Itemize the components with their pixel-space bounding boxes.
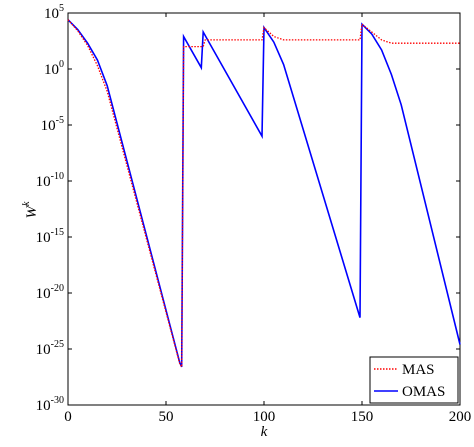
series-line <box>67 19 460 370</box>
series-line <box>67 19 461 368</box>
x-tick-label: 100 <box>253 409 276 425</box>
y-tick-label: 10-5 <box>41 115 64 134</box>
x-axis-label: k <box>261 424 268 440</box>
plot-area <box>67 12 461 406</box>
y-tick-label: 10-30 <box>36 395 64 414</box>
y-tick-label: 10-10 <box>36 171 64 190</box>
legend-box <box>369 356 459 404</box>
x-tick-label: 200 <box>449 409 472 425</box>
y-axis-label: Wk <box>21 201 40 219</box>
y-tick-label: 10-20 <box>36 283 64 302</box>
legend-label: OMAS <box>402 384 445 400</box>
y-tick-label: 10-25 <box>36 339 64 358</box>
legend-label: MAS <box>402 362 435 378</box>
x-tick-label: 0 <box>64 409 72 425</box>
y-tick-label: 100 <box>44 59 64 78</box>
x-tick-label: 50 <box>159 409 174 425</box>
y-tick-label: 10-15 <box>36 227 64 246</box>
x-tick-label: 150 <box>351 409 374 425</box>
y-tick-label: 105 <box>44 3 64 22</box>
